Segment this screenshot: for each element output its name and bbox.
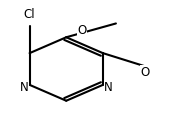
Text: O: O (77, 24, 86, 37)
Text: N: N (104, 81, 113, 94)
Text: Cl: Cl (24, 8, 35, 21)
Text: N: N (20, 81, 28, 94)
Text: O: O (141, 66, 150, 79)
